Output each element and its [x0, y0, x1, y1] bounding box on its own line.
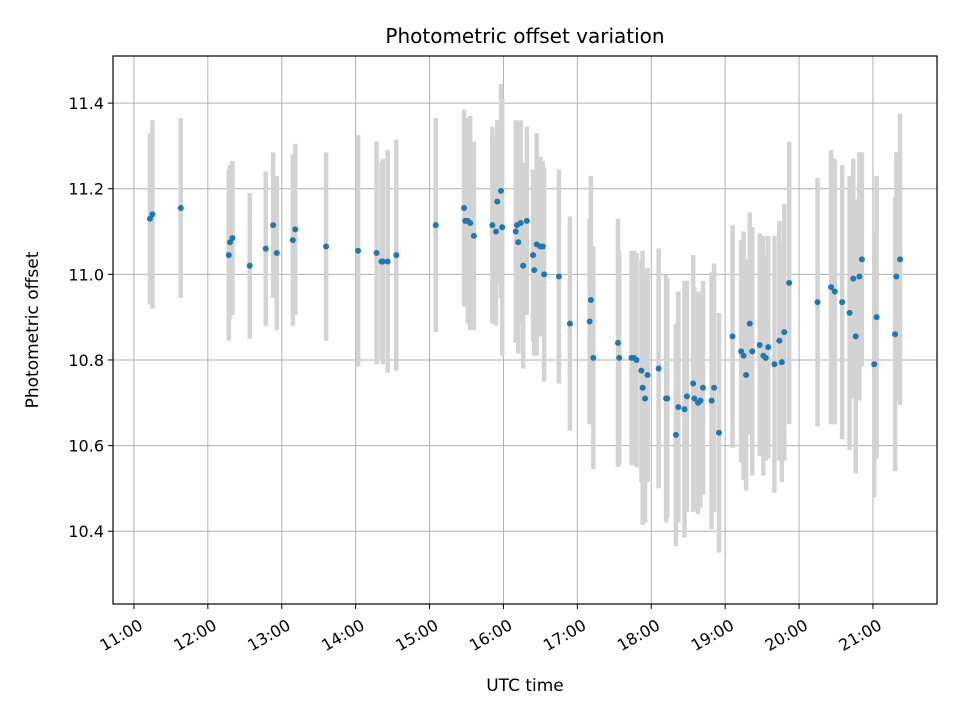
data-point: [762, 354, 769, 361]
data-point: [467, 219, 474, 226]
data-point: [690, 380, 697, 387]
data-point: [699, 384, 706, 391]
data-point: [512, 228, 519, 235]
data-point: [590, 354, 597, 361]
data-point: [828, 284, 835, 291]
data-point: [672, 431, 679, 438]
data-point: [743, 371, 750, 378]
data-point: [523, 217, 530, 224]
y-tick-label: 10.4: [68, 522, 104, 541]
data-point: [814, 299, 821, 306]
data-point: [786, 279, 793, 286]
data-point: [681, 406, 688, 413]
data-point: [644, 371, 651, 378]
data-point: [639, 384, 646, 391]
data-point: [461, 204, 468, 211]
data-point: [262, 245, 269, 252]
data-point: [515, 239, 522, 246]
data-point: [555, 273, 562, 280]
data-points: [146, 187, 904, 438]
y-tick-label: 11.2: [68, 180, 104, 199]
data-point: [892, 331, 899, 338]
y-axis-label: Photometric offset: [23, 251, 43, 408]
data-point: [393, 252, 400, 259]
data-point: [776, 337, 783, 344]
data-point: [292, 226, 299, 233]
data-point: [683, 393, 690, 400]
data-point: [432, 222, 439, 229]
data-point: [852, 333, 859, 340]
data-point: [470, 232, 477, 239]
data-point: [566, 320, 573, 327]
data-point: [586, 318, 593, 325]
data-point: [246, 262, 253, 269]
data-point: [587, 297, 594, 304]
data-point: [499, 224, 506, 231]
data-point: [497, 187, 504, 194]
data-point: [289, 237, 296, 244]
data-point: [675, 404, 682, 411]
data-point: [715, 429, 722, 436]
data-point: [384, 258, 391, 265]
data-point: [781, 329, 788, 336]
data-point: [270, 222, 277, 229]
data-point: [494, 198, 501, 205]
data-point: [740, 352, 747, 359]
data-point: [765, 344, 772, 351]
data-point: [520, 262, 527, 269]
data-point: [778, 359, 785, 366]
data-point: [756, 341, 763, 348]
data-point: [746, 320, 753, 327]
data-point: [638, 367, 645, 374]
data-point: [616, 354, 623, 361]
data-point: [355, 247, 362, 254]
data-point: [846, 309, 853, 316]
y-tick-label: 11.0: [68, 265, 104, 284]
y-tick-label: 10.8: [68, 351, 104, 370]
data-point: [873, 314, 880, 321]
data-point: [655, 365, 662, 372]
data-point: [839, 299, 846, 306]
y-tick-label: 10.6: [68, 437, 104, 456]
data-point: [850, 275, 857, 282]
data-point: [177, 204, 184, 211]
data-point: [729, 333, 736, 340]
data-point: [379, 258, 386, 265]
data-point: [831, 288, 838, 295]
data-point: [229, 234, 236, 241]
data-point: [664, 395, 671, 402]
data-point: [493, 228, 500, 235]
data-point: [858, 256, 865, 263]
data-point: [530, 252, 537, 259]
data-point: [539, 243, 546, 250]
data-point: [149, 211, 156, 218]
data-point: [541, 271, 548, 278]
data-point: [691, 395, 698, 402]
data-point: [225, 252, 232, 259]
data-point: [771, 361, 778, 368]
data-point: [871, 361, 878, 368]
y-tick-label: 11.4: [68, 94, 104, 113]
data-point: [856, 273, 863, 280]
data-point: [711, 384, 718, 391]
plot-frame: [112, 55, 938, 605]
data-point: [633, 356, 640, 363]
data-point: [373, 249, 380, 256]
data-point: [517, 219, 524, 226]
x-axis-label: UTC time: [486, 676, 564, 696]
data-point: [708, 397, 715, 404]
data-point: [531, 267, 538, 274]
chart-title: Photometric offset variation: [385, 24, 664, 48]
data-point: [893, 273, 900, 280]
data-point: [749, 348, 756, 355]
data-point: [614, 339, 621, 346]
data-point: [323, 243, 330, 250]
data-point: [697, 397, 704, 404]
data-point: [642, 395, 649, 402]
data-point: [273, 249, 280, 256]
data-point: [897, 256, 904, 263]
data-point: [489, 222, 496, 229]
